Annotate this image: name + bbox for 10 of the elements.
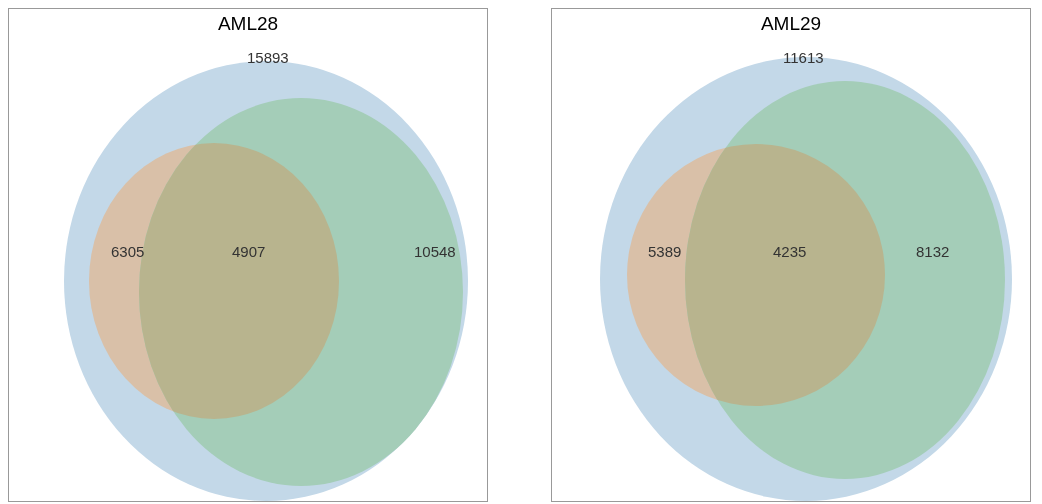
- data-label: 4235: [773, 243, 807, 261]
- data-label: 8132: [916, 243, 950, 261]
- data-label: 6305: [111, 243, 145, 261]
- data-label: 4907: [232, 243, 266, 261]
- text: AML28: [217, 12, 279, 34]
- data-label: 11613: [783, 49, 824, 67]
- text: AML29: [760, 12, 822, 34]
- data-label: 5389: [648, 243, 682, 261]
- data-label: 10548: [414, 243, 456, 261]
- data-label: 15893: [247, 49, 289, 67]
